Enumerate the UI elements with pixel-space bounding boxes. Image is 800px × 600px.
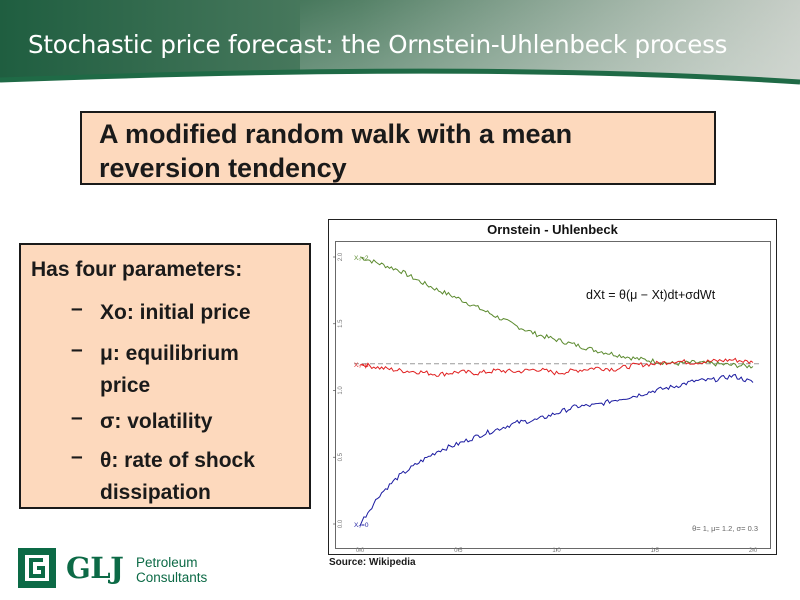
x-tick-label: 1.5 (651, 548, 660, 554)
y-tick-label: 0.5 (338, 452, 344, 461)
x-tick-label: 2.0 (749, 548, 758, 554)
plot-area (335, 241, 771, 549)
logo-line-1: Petroleum (136, 555, 198, 570)
series-line (359, 357, 754, 377)
series-label: X₀=μ (354, 362, 369, 369)
series-line (359, 256, 754, 369)
chart-equation: dXt = θ(μ − Xt)dt+σdWt (586, 288, 716, 302)
y-tick-label: 2.0 (338, 252, 344, 261)
chart-params-note: θ= 1, μ= 1.2, σ= 0.3 (692, 524, 758, 533)
bullet-dash: – (71, 297, 83, 320)
slide-header: Stochastic price forecast: the Ornstein-… (0, 0, 800, 100)
bullet-dash: – (71, 406, 83, 429)
headline-box: A modified random walk with a mean rever… (80, 111, 716, 185)
param-text: σ: volatility (100, 410, 213, 433)
logo-wordmark: GLJ (66, 551, 124, 585)
headline-text: A modified random walk with a mean rever… (99, 119, 573, 183)
x-tick-label: 1.0 (552, 548, 561, 554)
header-banner (0, 0, 800, 100)
chart-title: Ornstein - Uhlenbeck (487, 222, 619, 237)
series-label: X₀=2 (354, 255, 369, 262)
slide-title: Stochastic price forecast: the Ornstein-… (28, 30, 728, 59)
bullet-dash: – (71, 338, 83, 361)
param-text: θ: rate of shock dissipation (100, 449, 255, 504)
ou-chart: Ornstein - Uhlenbeck dXt = θ(μ − Xt)dt+σ… (328, 219, 777, 555)
series-label: X₀=0 (354, 522, 369, 529)
y-tick-label: 1.0 (338, 386, 344, 395)
chart-frame (328, 219, 777, 555)
x-tick-label: 0.5 (454, 548, 463, 554)
y-tick-label: 0.0 (338, 519, 344, 528)
logo-line-2: Consultants (136, 570, 208, 585)
parameters-box: Has four parameters: – Xo: initial price… (19, 243, 311, 509)
series-line (359, 373, 754, 527)
y-tick-label: 1.5 (338, 319, 344, 328)
param-text: μ: equilibrium price (100, 342, 239, 397)
bullet-dash: – (71, 445, 83, 468)
source-caption: Source: Wikipedia (329, 557, 416, 568)
glj-logo-icon (18, 548, 56, 588)
logo-subtitle: Petroleum Consultants (136, 555, 207, 585)
param-text: Xo: initial price (100, 301, 251, 324)
x-tick-label: 0.0 (356, 548, 365, 554)
parameters-heading: Has four parameters: (31, 258, 243, 281)
